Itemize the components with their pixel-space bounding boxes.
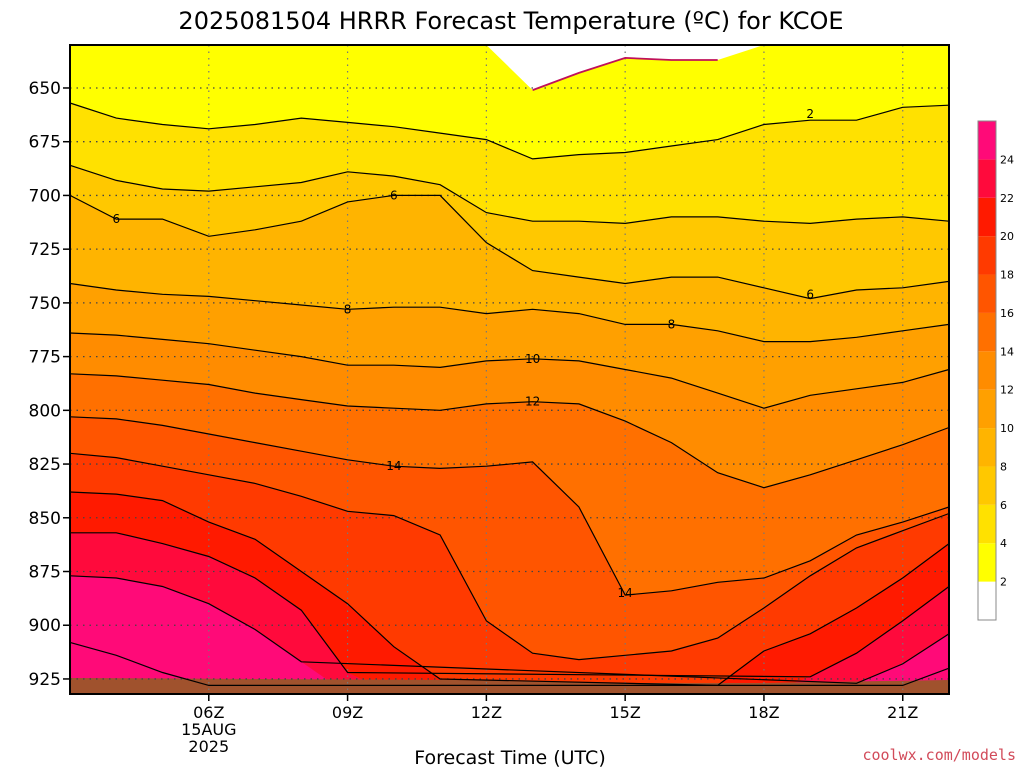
colorbar-swatch (978, 312, 996, 352)
contour-label: 14 (618, 586, 633, 600)
pressure-axis: 650 675 700 725 750 775 800 825 850 875 900 925 (29, 79, 70, 690)
isotherm-10 (69, 332, 950, 409)
plot-frame (69, 44, 950, 695)
y-tick-label: 850 (29, 509, 61, 529)
x-tick-label: 09Z (332, 703, 363, 722)
colorbar-swatch (978, 351, 996, 390)
colorbar-swatch (978, 236, 996, 275)
colorbar-tick-label: 14 (1000, 345, 1014, 358)
isotherm-0 (532, 56, 718, 91)
isotherm-22 (69, 575, 950, 684)
colorbar-swatch (978, 274, 996, 313)
isotherm-6 (69, 194, 950, 300)
colorbar-swatch (978, 466, 996, 505)
contour-label: 6 (806, 287, 814, 301)
isotherm-12 (69, 373, 950, 489)
y-tick-label: 675 (29, 133, 61, 153)
contour-labels: 2 6 6 6 8 8 10 12 14 14 (112, 107, 814, 600)
x-tick-label: 21Z (887, 703, 918, 722)
colorbar-tick-label: 24 (1000, 153, 1014, 166)
colorbar-swatch (978, 159, 996, 198)
x-tick-label: 15Z (609, 703, 640, 722)
colorbar-swatch (978, 504, 996, 544)
y-tick-label: 925 (29, 670, 61, 690)
y-tick-label: 800 (29, 401, 61, 421)
x-tick-label: 06Z (193, 703, 224, 722)
isotherm-14 (69, 416, 950, 596)
colorbar-tick-label: 16 (1000, 307, 1014, 320)
isotherm-2 (69, 102, 950, 160)
contour-label: 10 (525, 352, 540, 366)
y-tick-label: 700 (29, 186, 61, 206)
isotherm-contours (69, 56, 950, 687)
colorbar-swatch (978, 543, 996, 582)
y-tick-label: 900 (29, 616, 61, 636)
contour-label: 6 (112, 212, 120, 226)
colorbar-tick-label: 18 (1000, 269, 1014, 282)
isotherm-16 (69, 452, 950, 661)
colorbar-swatch (978, 428, 996, 467)
isotherm-18 (69, 491, 950, 687)
isotherm-8 (69, 282, 950, 343)
contour-label: 12 (525, 395, 540, 409)
colorbar-swatch (978, 581, 996, 620)
isotherm-4 (69, 164, 950, 225)
isotherm-20 (70, 532, 950, 678)
band-above-22 (70, 575, 949, 694)
colorbar-tick-label: 8 (1000, 460, 1007, 473)
y-tick-label: 875 (29, 563, 61, 583)
x-date-label: 15AUG (181, 720, 236, 739)
x-tick-label: 12Z (471, 703, 502, 722)
contour-label: 14 (386, 459, 401, 473)
y-tick-label: 750 (29, 294, 61, 314)
contour-label: 6 (390, 188, 398, 202)
colorbar-tick-label: 6 (1000, 499, 1007, 512)
contour-label: 8 (344, 302, 352, 316)
colorbar-tick-label: 20 (1000, 230, 1014, 243)
colorbar-tick-label: 10 (1000, 422, 1014, 435)
y-tick-label: 725 (29, 240, 61, 260)
chart-title: 2025081504 HRRR Forecast Temperature (ºC… (178, 7, 843, 35)
contour-label: 2 (806, 107, 814, 121)
y-tick-label: 825 (29, 455, 61, 475)
y-tick-label: 650 (29, 79, 61, 99)
contour-label: 8 (668, 317, 676, 331)
colorbar-swatch (978, 121, 996, 160)
credit-text[interactable]: coolwx.com/models (862, 746, 1016, 764)
y-tick-label: 775 (29, 348, 61, 368)
colorbar-frame (977, 120, 997, 621)
colorbar-swatch (978, 389, 996, 429)
colorbar-tick-label: 12 (1000, 384, 1014, 397)
x-year-label: 2025 (188, 737, 229, 756)
isotherm-24 (69, 641, 950, 687)
temperature-fill-bands (70, 45, 949, 695)
x-tick-label: 18Z (748, 703, 779, 722)
colorbar-tick-label: 2 (1000, 576, 1007, 589)
colorbar-tick-label: 4 (1000, 537, 1007, 550)
x-axis-label: Forecast Time (UTC) (414, 747, 605, 768)
grid-lines (70, 45, 949, 694)
colorbar-tick-label: 22 (1000, 192, 1014, 205)
colorbar-swatch (978, 197, 996, 237)
